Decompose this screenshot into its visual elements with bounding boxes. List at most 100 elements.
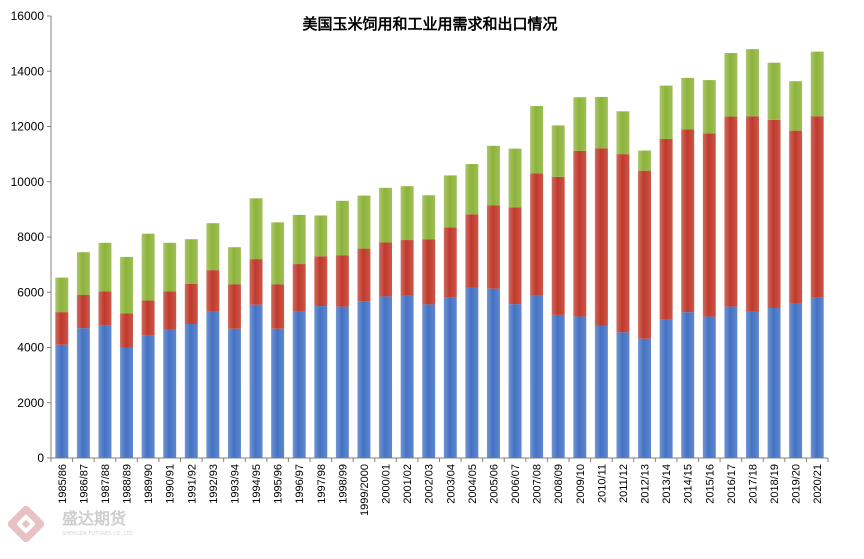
bar-segment-3-2020/21 [810,51,824,117]
bar-segment-2-1991/92 [184,283,198,325]
bar-segment-3-1990/91 [163,242,177,292]
y-tick-label: 12000 [11,120,45,134]
x-tick-label: 2009/10 [575,464,587,504]
bar-segment-2-1994/95 [249,259,263,305]
bar-segment-3-2011/12 [616,111,630,155]
x-tick-label: 1993/94 [229,464,241,504]
bar-segment-2-2003/04 [443,227,457,298]
bar-segment-1-1988/89 [120,347,134,458]
bar-segment-1-2020/21 [810,297,824,458]
bar-segment-1-2014/15 [681,312,695,458]
chart-title: 美国玉米饲用和工业用需求和出口情况 [302,15,557,33]
bar-segment-3-2015/16 [702,80,716,134]
bar-segment-1-1989/90 [141,335,155,458]
x-tick-label: 2011/12 [618,464,630,503]
bar-segment-2-2011/12 [616,154,630,333]
bar-segment-1-2005/06 [486,288,500,458]
bar-segment-2-2015/16 [702,133,716,317]
x-tick-label: 1998/99 [337,464,349,504]
bar-segment-1-2009/10 [573,316,587,458]
bar-segment-1-2006/07 [508,304,522,458]
bar-segment-2-2000/01 [379,242,393,297]
x-tick-label: 2020/21 [812,464,824,504]
bar-segment-3-2012/13 [638,150,652,171]
bar-segment-2-2019/20 [789,130,803,304]
bar-segment-1-2016/17 [724,306,738,458]
y-axis: 0 2000 4000 6000 8000 10000 12000 14000 16000 [11,9,52,465]
bar-segment-1-1994/95 [249,304,263,458]
x-tick-label: 1985/86 [57,464,69,504]
x-tick-label: 1999/2000 [359,464,371,516]
x-tick-label: 1987/88 [100,464,112,504]
bar-segment-2-1987/88 [98,291,112,326]
bar-segment-2-1992/93 [206,270,220,312]
y-tick-label: 14000 [11,64,45,78]
bar-segment-2-2006/07 [508,207,522,305]
bar-segment-2-1993/94 [227,284,241,329]
x-tick-label: 2006/07 [510,464,522,504]
x-tick-label: 2013/14 [661,464,673,504]
bar-segment-2-2017/18 [745,116,759,312]
bar-segment-3-2007/08 [530,106,544,174]
bar-segment-2-1988/89 [120,313,134,348]
x-tick-label: 2014/15 [683,464,695,504]
x-tick-label: 2007/08 [532,464,544,504]
bar-segment-2-2007/08 [530,173,544,296]
y-tick-label: 16000 [11,9,45,23]
bar-segment-1-1987/88 [98,325,112,458]
bar-segment-3-1998/99 [335,200,349,256]
y-tick-label: 10000 [11,175,45,189]
bar-segment-2-2018/19 [767,119,781,309]
bar-segment-2-1990/91 [163,291,177,330]
bar-segment-1-1992/93 [206,311,220,458]
watermark: 盛达期货 SHENGDA FUTURES CO.,LTD. [7,505,135,543]
bar-segment-1-2003/04 [443,297,457,458]
x-tick-label: 2019/20 [791,464,803,504]
x-tick-label: 1994/95 [251,464,263,504]
bar-segment-3-2014/15 [681,77,695,130]
bar-segment-3-1995/96 [271,222,285,285]
bar-segment-2-2008/09 [551,176,565,315]
bar-segment-1-1999/2000 [357,301,371,458]
x-tick-label: 2004/05 [467,464,479,504]
logo-icon [7,505,45,543]
bar-segment-2-1989/90 [141,300,155,336]
bar-segment-2-2002/03 [422,239,436,305]
bar-segment-3-1997/98 [314,215,328,257]
bar-segment-2-2012/13 [638,170,652,339]
bar-segment-1-1997/98 [314,306,328,458]
bar-segment-3-2019/20 [789,81,803,131]
bar-segment-1-2017/18 [745,311,759,458]
bar-segment-3-2017/18 [745,49,759,117]
bar-segment-3-1985/86 [55,277,69,313]
bar-segment-1-1998/99 [335,306,349,458]
y-tick-label: 2000 [17,396,44,410]
bar-segment-1-2018/19 [767,308,781,458]
bar-segment-2-2013/14 [659,138,673,320]
x-tick-label: 2008/09 [553,464,565,504]
bar-segment-2-1985/86 [55,312,69,345]
x-tick-label: 1986/87 [78,464,90,504]
bar-segment-1-2013/14 [659,319,673,458]
y-tick-label: 4000 [17,341,44,355]
bar-segment-3-1987/88 [98,242,112,292]
bar-segment-2-2009/10 [573,150,587,317]
bar-segment-1-2019/20 [789,303,803,458]
bar-segment-1-2008/09 [551,314,565,458]
bar-segment-1-2002/03 [422,304,436,458]
bar-segment-3-2016/17 [724,53,738,117]
watermark-subtitle: SHENGDA FUTURES CO.,LTD. [62,531,135,537]
bar-segment-1-2004/05 [465,287,479,458]
bar-segment-2-1997/98 [314,256,328,307]
x-axis: 1985/86 1986/87 1987/88 1988/89 1989/90 1990/… [50,457,829,516]
bars [55,49,824,458]
x-tick-label: 2002/03 [424,464,436,504]
bar-segment-3-1991/92 [184,239,198,284]
x-tick-label: 2000/01 [381,464,393,504]
bar-segment-2-1999/2000 [357,248,371,302]
bar-segment-3-1994/95 [249,198,263,260]
x-tick-label: 2016/17 [726,464,738,504]
bar-segment-3-2004/05 [465,164,479,215]
bar-segment-1-1993/94 [227,328,241,458]
bar-segment-3-2009/10 [573,97,587,151]
